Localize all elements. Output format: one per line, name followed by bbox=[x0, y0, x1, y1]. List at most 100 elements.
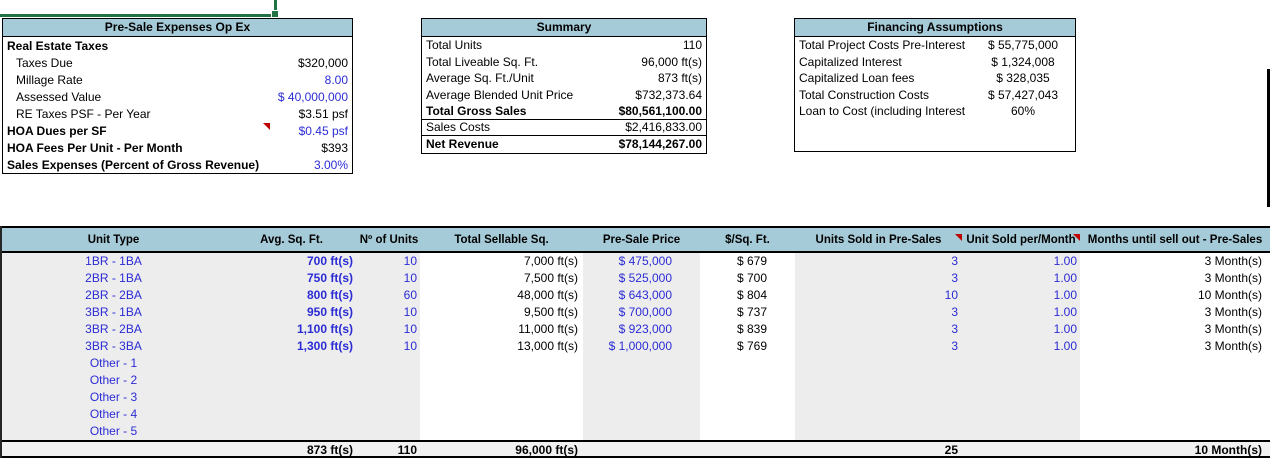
cell-price-per-sqft[interactable]: $ 700 bbox=[736, 271, 767, 285]
financing-value[interactable]: $ 1,324,008 bbox=[991, 54, 1055, 69]
header-unit-type[interactable]: Unit Type bbox=[87, 233, 140, 246]
financing-row[interactable]: Loan to Cost (including Interest 60% bbox=[795, 103, 1075, 120]
summary-value[interactable]: 110 bbox=[682, 38, 702, 53]
summary-value[interactable]: $80,561,100.00 bbox=[618, 103, 702, 118]
cell-months[interactable]: 3 Month(s) bbox=[1204, 254, 1262, 268]
cell-price-per-sqft[interactable] bbox=[700, 355, 795, 372]
cell-n-units[interactable]: 10 bbox=[358, 304, 420, 321]
header-price-per-sqft[interactable]: $/Sq. Ft. bbox=[725, 233, 770, 246]
cell-presale-price[interactable] bbox=[583, 355, 700, 372]
expense-row[interactable]: HOA Fees Per Unit - Per Month $393 bbox=[3, 139, 352, 156]
cell-avg-sqft[interactable] bbox=[225, 372, 358, 389]
cell-unit-type[interactable]: Other - 5 bbox=[2, 423, 225, 440]
summary-value[interactable]: $2,416,833.00 bbox=[625, 120, 702, 135]
cell-n-units[interactable]: 60 bbox=[358, 287, 420, 304]
expense-row[interactable]: Real Estate Taxes bbox=[3, 37, 352, 54]
header-presale-price[interactable]: Pre-Sale Price bbox=[602, 233, 681, 246]
financing-value[interactable]: $ 57,427,043 bbox=[987, 87, 1059, 102]
expense-row[interactable]: RE Taxes PSF - Per Year $3.51 psf bbox=[3, 105, 352, 122]
cell-unit-type[interactable]: 2BR - 2BA bbox=[2, 287, 225, 304]
expense-row[interactable]: Assessed Value $ 40,000,000 bbox=[3, 88, 352, 105]
cell-per-month[interactable] bbox=[962, 423, 1080, 440]
financing-row[interactable]: Total Construction Costs $ 57,427,043 bbox=[795, 87, 1075, 104]
cell-per-month[interactable] bbox=[962, 355, 1080, 372]
summary-row[interactable]: Net Revenue $78,144,267.00 bbox=[422, 136, 706, 153]
cell-price-per-sqft[interactable] bbox=[700, 372, 795, 389]
cell-total-sellable[interactable]: 11,000 ft(s) bbox=[518, 322, 578, 336]
expense-value[interactable]: 3.00% bbox=[313, 157, 348, 172]
cell-units-sold[interactable]: 3 bbox=[795, 270, 962, 287]
expense-row[interactable]: Sales Expenses (Percent of Gross Revenue… bbox=[3, 156, 352, 173]
cell-units-sold[interactable]: 3 bbox=[795, 321, 962, 338]
cell-per-month[interactable]: 1.00 bbox=[962, 270, 1080, 287]
cell-months[interactable]: 10 Month(s) bbox=[1197, 288, 1262, 302]
cell-avg-sqft[interactable] bbox=[225, 389, 358, 406]
cell-n-units[interactable] bbox=[358, 389, 420, 406]
cell-per-month[interactable]: 1.00 bbox=[962, 304, 1080, 321]
summary-row[interactable]: Total Gross Sales $80,561,100.00 bbox=[422, 103, 706, 120]
cell-per-month[interactable]: 1.00 bbox=[962, 321, 1080, 338]
cell-per-month[interactable]: 1.00 bbox=[962, 253, 1080, 270]
cell-per-month[interactable]: 1.00 bbox=[962, 287, 1080, 304]
header-unit-sold-per-month[interactable]: Unit Sold per/Month bbox=[962, 233, 1080, 246]
cell-unit-type[interactable]: Other - 4 bbox=[2, 406, 225, 423]
cell-per-month[interactable] bbox=[962, 406, 1080, 423]
cell-price-per-sqft[interactable]: $ 839 bbox=[736, 322, 767, 336]
cell-units-sold[interactable] bbox=[795, 355, 962, 372]
cell-avg-sqft[interactable]: 800 ft(s) bbox=[225, 287, 358, 304]
cell-presale-price[interactable]: $ 1,000,000 bbox=[583, 338, 700, 355]
expense-value[interactable]: $ 40,000,000 bbox=[277, 89, 348, 104]
total-n-units[interactable]: 110 bbox=[397, 443, 417, 457]
cell-n-units[interactable]: 10 bbox=[358, 321, 420, 338]
cell-presale-price[interactable]: $ 525,000 bbox=[583, 270, 700, 287]
cell-unit-type[interactable]: Other - 3 bbox=[2, 389, 225, 406]
cell-total-sellable[interactable]: 7,500 ft(s) bbox=[523, 271, 578, 285]
cell-unit-type[interactable]: Other - 1 bbox=[2, 355, 225, 372]
summary-row[interactable]: Total Units 110 bbox=[422, 37, 706, 54]
cell-units-sold[interactable] bbox=[795, 423, 962, 440]
header-months-sellout[interactable]: Months until sell out - Pre-Sales bbox=[1087, 233, 1263, 246]
cell-total-sellable[interactable]: 48,000 ft(s) bbox=[517, 288, 578, 302]
cell-avg-sqft[interactable]: 950 ft(s) bbox=[225, 304, 358, 321]
cell-months[interactable]: 3 Month(s) bbox=[1204, 305, 1262, 319]
summary-row[interactable]: Average Blended Unit Price $732,373.64 bbox=[422, 87, 706, 104]
summary-value[interactable]: 96,000 ft(s) bbox=[641, 54, 702, 69]
cell-price-per-sqft[interactable]: $ 737 bbox=[736, 305, 767, 319]
cell-months[interactable]: 3 Month(s) bbox=[1204, 271, 1262, 285]
header-total-sellable[interactable]: Total Sellable Sq. bbox=[454, 233, 549, 246]
cell-months[interactable]: 3 Month(s) bbox=[1204, 322, 1262, 336]
cell-units-sold[interactable]: 3 bbox=[795, 304, 962, 321]
cell-months[interactable] bbox=[1080, 389, 1270, 406]
expense-value[interactable]: 8.00 bbox=[324, 72, 348, 87]
expense-value[interactable]: $3.51 psf bbox=[298, 106, 348, 121]
cell-n-units[interactable] bbox=[358, 372, 420, 389]
expense-row[interactable]: Taxes Due $320,000 bbox=[3, 54, 352, 71]
cell-months[interactable]: 3 Month(s) bbox=[1204, 339, 1262, 353]
cell-total-sellable[interactable]: 13,000 ft(s) bbox=[517, 339, 578, 353]
cell-unit-type[interactable]: Other - 2 bbox=[2, 372, 225, 389]
cell-per-month[interactable] bbox=[962, 389, 1080, 406]
cell-total-sellable[interactable]: 9,500 ft(s) bbox=[523, 305, 578, 319]
cell-presale-price[interactable]: $ 700,000 bbox=[583, 304, 700, 321]
cell-n-units[interactable]: 10 bbox=[358, 270, 420, 287]
cell-unit-type[interactable]: 3BR - 2BA bbox=[2, 321, 225, 338]
financing-row[interactable]: Capitalized Loan fees $ 328,035 bbox=[795, 70, 1075, 87]
cell-avg-sqft[interactable]: 750 ft(s) bbox=[225, 270, 358, 287]
cell-price-per-sqft[interactable] bbox=[700, 389, 795, 406]
cell-n-units[interactable] bbox=[358, 355, 420, 372]
cell-presale-price[interactable]: $ 475,000 bbox=[583, 253, 700, 270]
cell-avg-sqft[interactable]: 700 ft(s) bbox=[225, 253, 358, 270]
cell-price-per-sqft[interactable]: $ 804 bbox=[736, 288, 767, 302]
header-units-sold[interactable]: Units Sold in Pre-Sales bbox=[795, 233, 962, 246]
summary-row[interactable]: Sales Costs $2,416,833.00 bbox=[422, 120, 706, 136]
financing-row[interactable]: Total Project Costs Pre-Interest $ 55,77… bbox=[795, 37, 1075, 54]
expense-row[interactable]: Millage Rate 8.00 bbox=[3, 71, 352, 88]
cell-units-sold[interactable] bbox=[795, 372, 962, 389]
cell-months[interactable] bbox=[1080, 355, 1270, 372]
cell-presale-price[interactable] bbox=[583, 406, 700, 423]
cell-avg-sqft[interactable]: 1,300 ft(s) bbox=[225, 338, 358, 355]
cell-unit-type[interactable]: 2BR - 1BA bbox=[2, 270, 225, 287]
cell-months[interactable] bbox=[1080, 372, 1270, 389]
cell-price-per-sqft[interactable]: $ 679 bbox=[736, 254, 767, 268]
financing-value[interactable]: 60% bbox=[1010, 104, 1036, 119]
